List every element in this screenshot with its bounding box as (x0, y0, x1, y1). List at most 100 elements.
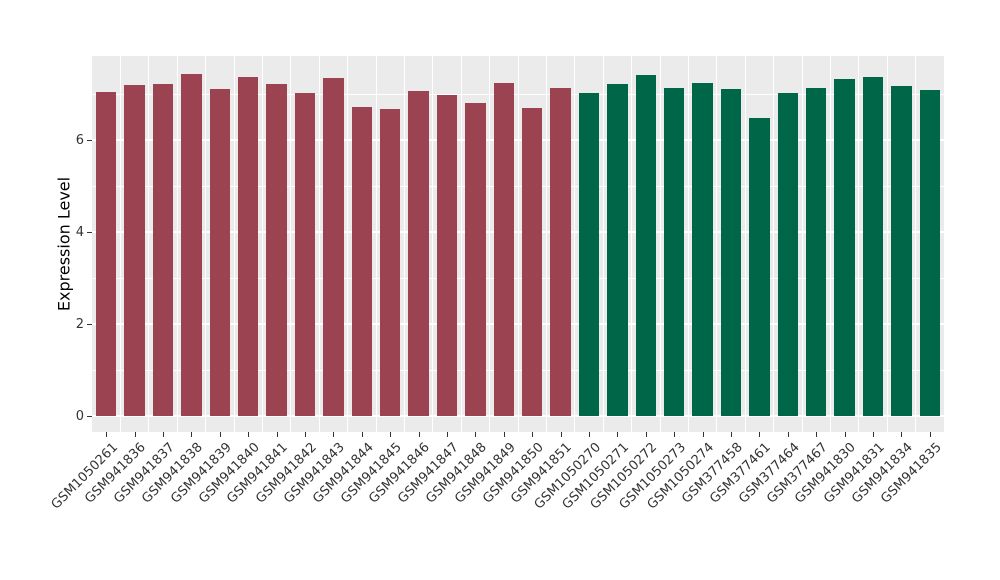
y-tick-mark (87, 324, 92, 325)
x-tick-mark (475, 432, 477, 437)
x-tick-mark (333, 432, 335, 437)
y-tick-label: 2 (75, 316, 84, 332)
bar-gsm941830 (834, 78, 855, 416)
x-tick-mark (731, 432, 732, 437)
bar-gsm1050270 (578, 93, 600, 416)
bar-gsm941835 (919, 89, 941, 416)
bar-gsm941839 (209, 89, 231, 416)
gridline-vertical (233, 56, 235, 432)
x-tick-mark (106, 432, 108, 437)
y-tick-mark (87, 232, 92, 233)
bar-gsm1050271 (607, 83, 628, 416)
bar-gsm941840 (237, 77, 259, 416)
x-tick-mark (390, 432, 392, 437)
gridline-vertical (261, 56, 263, 432)
bar-gsm1050261 (95, 91, 117, 416)
bar-gsm941831 (862, 76, 884, 416)
gridline-vertical (773, 56, 775, 432)
x-tick-mark (447, 432, 448, 437)
bar-gsm1050274 (692, 82, 713, 416)
x-tick-mark (163, 432, 164, 437)
x-tick-mark (929, 432, 931, 437)
x-tick-mark (305, 432, 306, 437)
bar-gsm941834 (891, 86, 912, 416)
x-tick-mark (532, 432, 534, 437)
bar-gsm941838 (181, 74, 202, 416)
bar-gsm941847 (436, 94, 458, 416)
gridline-vertical (574, 56, 576, 432)
x-tick-mark (674, 432, 676, 437)
x-tick-mark (589, 432, 590, 437)
gridline-vertical (432, 56, 434, 432)
gridline-vertical (631, 56, 633, 432)
gridline-vertical (290, 56, 292, 432)
bar-gsm941836 (124, 85, 145, 416)
bar-gsm941849 (493, 82, 515, 416)
plot-panel (92, 56, 944, 432)
x-tick-mark (787, 432, 789, 437)
gridline-vertical (744, 56, 746, 432)
x-tick-mark (276, 432, 278, 437)
x-tick-mark (816, 432, 818, 437)
gridline-vertical (687, 56, 689, 432)
gridline-vertical (318, 56, 320, 432)
gridline-vertical (858, 56, 860, 432)
gridline-vertical (545, 56, 547, 432)
x-tick-mark (560, 432, 562, 437)
bar-gsm1050272 (635, 75, 657, 416)
bar-gsm941845 (379, 109, 401, 416)
gridline-vertical (347, 56, 349, 432)
gridline-vertical (915, 56, 917, 432)
x-tick-mark (901, 432, 903, 437)
x-tick-mark (191, 432, 193, 437)
x-tick-mark (617, 432, 619, 437)
gridline-vertical (716, 56, 718, 432)
bar-gsm941851 (550, 88, 571, 416)
gridline-vertical (375, 56, 377, 432)
bar-gsm377461 (749, 117, 770, 416)
bar-gsm941844 (351, 107, 373, 416)
bar-gsm941846 (408, 90, 429, 416)
gridline-vertical (886, 56, 888, 432)
gridline-vertical (659, 56, 661, 432)
bar-gsm377467 (805, 88, 827, 416)
x-tick-mark (702, 432, 704, 437)
y-tick-mark (87, 140, 92, 141)
x-tick-mark (844, 432, 846, 437)
x-tick-mark (645, 432, 647, 437)
gridline-vertical (205, 56, 207, 432)
gridline-vertical (489, 56, 491, 432)
y-axis-title: Expression Level (54, 176, 74, 312)
gridline-vertical (403, 56, 405, 432)
bar-gsm941848 (465, 103, 486, 416)
gridline-vertical (176, 56, 178, 432)
bar-gsm1050273 (663, 88, 685, 416)
gridline-vertical (602, 56, 604, 432)
y-tick-label: 0 (75, 408, 84, 424)
gridline-vertical (119, 56, 121, 432)
x-tick-mark (134, 432, 136, 437)
gridline-vertical (517, 56, 519, 432)
bar-gsm941841 (266, 84, 287, 416)
bar-gsm377458 (720, 88, 742, 416)
bar-gsm941837 (152, 83, 174, 416)
x-tick-mark (248, 432, 250, 437)
x-tick-mark (503, 432, 505, 437)
x-tick-mark (418, 432, 420, 437)
x-tick-mark (759, 432, 761, 437)
bar-gsm941842 (294, 93, 316, 416)
gridline-vertical (148, 56, 150, 432)
gridline-vertical (829, 56, 831, 432)
y-tick-label: 4 (75, 224, 84, 240)
gridline-vertical (801, 56, 803, 432)
bar-gsm377464 (777, 93, 799, 416)
x-tick-mark (361, 432, 363, 437)
bar-gsm941843 (323, 78, 344, 416)
bar-gsm941850 (521, 108, 543, 416)
y-tick-mark (87, 416, 92, 417)
y-tick-label: 6 (75, 132, 84, 148)
gridline-vertical (460, 56, 462, 432)
x-tick-mark (873, 432, 874, 437)
x-tick-mark (219, 432, 221, 437)
